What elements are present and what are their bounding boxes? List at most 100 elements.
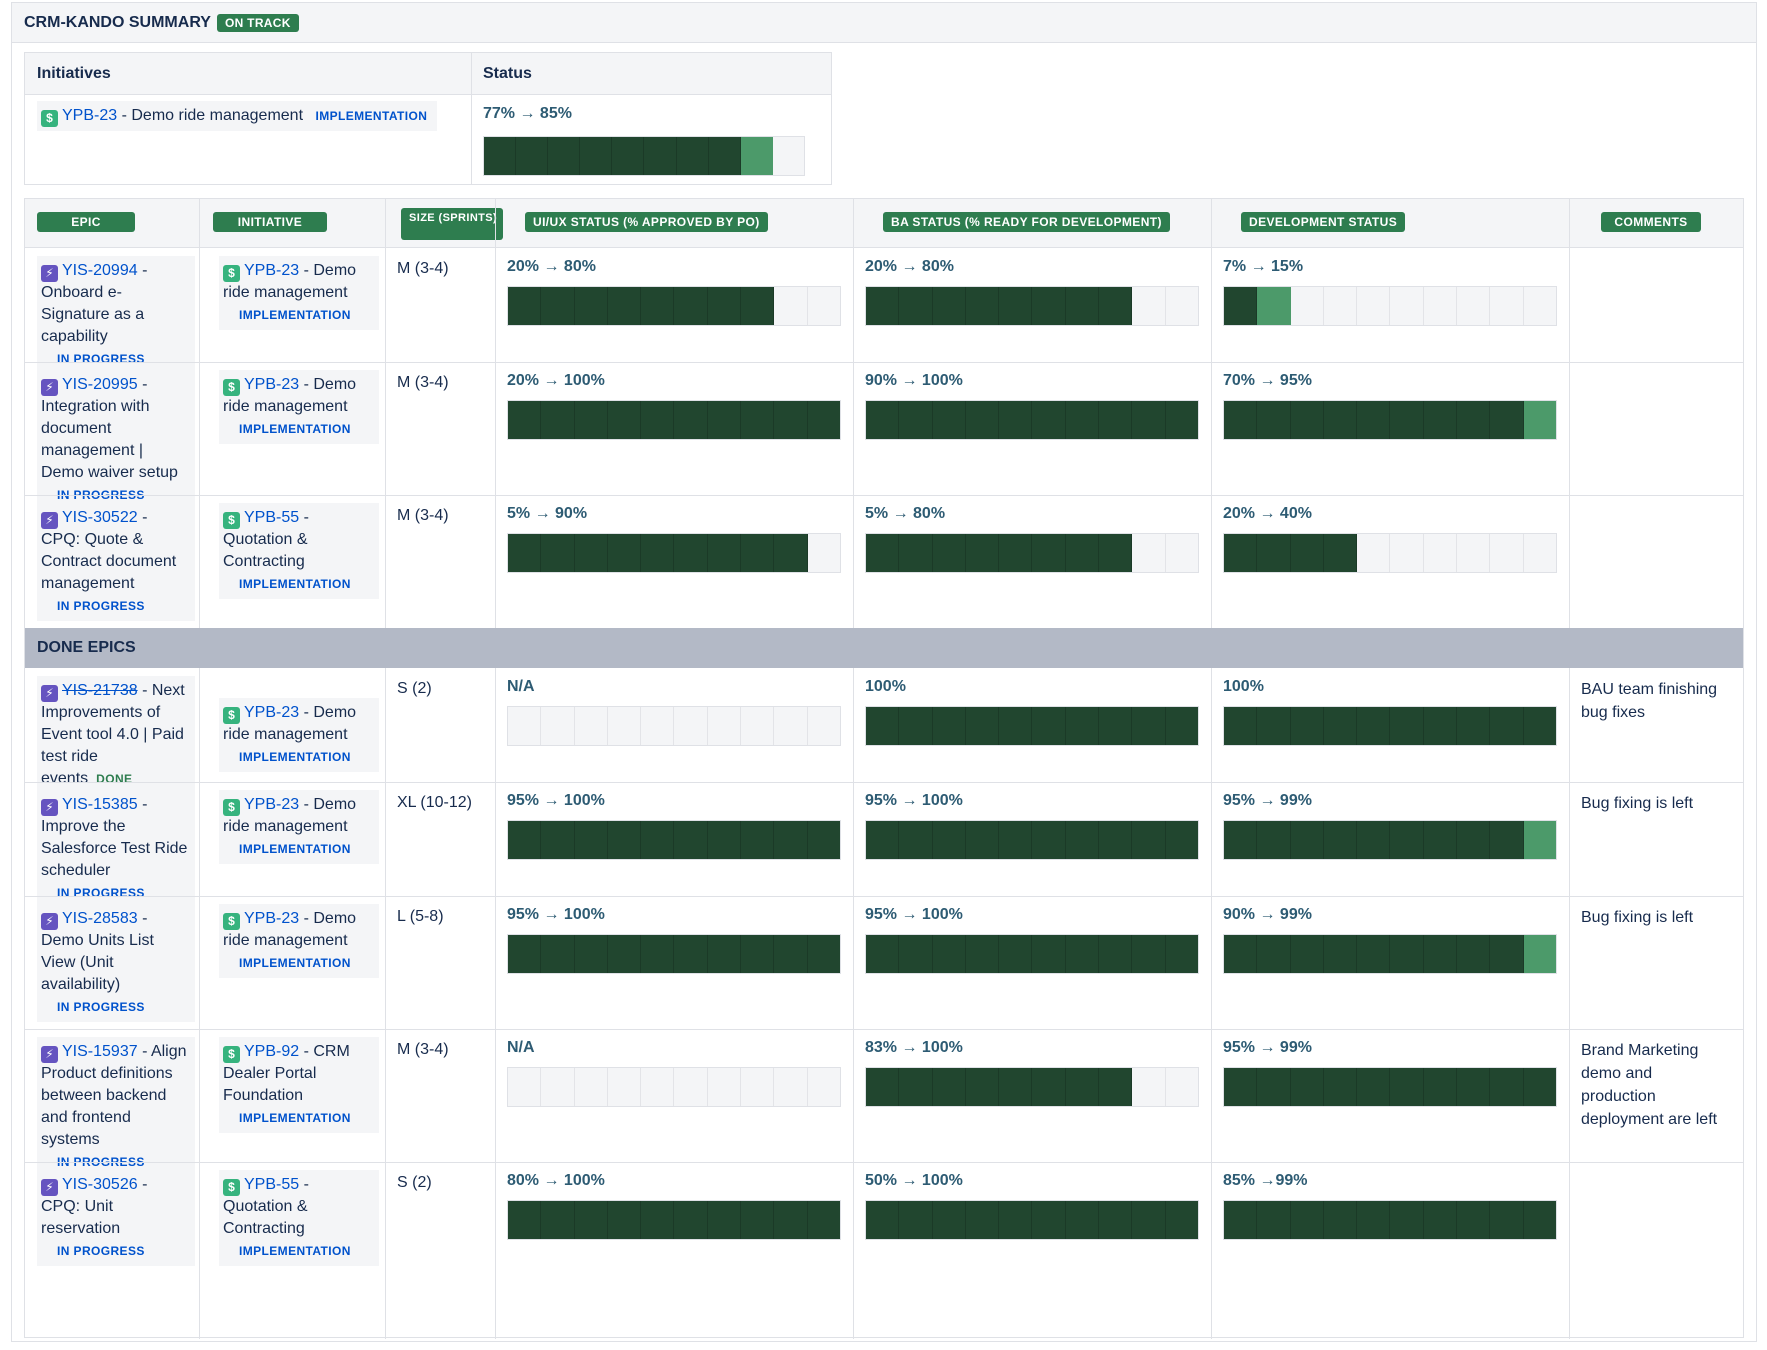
bar-segment: [574, 401, 608, 439]
bar-segment: [899, 821, 933, 859]
bar-segment: [1224, 534, 1258, 572]
bar-segment: [1099, 287, 1133, 325]
bar-segment: [1166, 287, 1198, 325]
bar-segment: [1132, 1201, 1166, 1239]
ba-progress-bar: [865, 934, 1199, 974]
bar-segment: [866, 287, 900, 325]
ba-progress-bar: [865, 1067, 1199, 1107]
bar-segment: [1390, 1201, 1424, 1239]
epic-chip[interactable]: ⚡ YIS-15385 - Improve the Salesforce Test…: [37, 790, 195, 908]
bar-segment: [740, 137, 773, 175]
bar-segment: [541, 1201, 575, 1239]
epic-chip[interactable]: ⚡ YIS-28583 - Demo Units List View (Unit …: [37, 904, 195, 1022]
summary-panel: CRM-KANDO SUMMARY ON TRACK Initiatives S…: [11, 2, 1757, 1342]
bar-segment: [708, 1068, 742, 1106]
epic-key-link[interactable]: YIS-20994: [62, 262, 138, 279]
bar-segment: [999, 401, 1033, 439]
epic-key-link[interactable]: YIS-21738: [62, 682, 138, 699]
bar-segment: [808, 1068, 840, 1106]
bar-segment: [774, 707, 808, 745]
bar-segment: [999, 287, 1033, 325]
initiative-key-link[interactable]: YPB-23: [244, 376, 300, 393]
bar-segment: [807, 401, 840, 439]
bar-segment: [1323, 935, 1358, 973]
initiative-key-link[interactable]: YPB-23: [62, 107, 118, 124]
bar-segment: [541, 534, 575, 572]
epic-chip[interactable]: ⚡ YIS-30526 - CPQ: Unit reservation IN PRO…: [37, 1170, 195, 1266]
dev-status-text: 95% → 99%: [1223, 1039, 1312, 1056]
epics-table: EPIC INITIATIVE SIZE (SPRINTS) UI/UX STA…: [24, 198, 1744, 1339]
initiative-key-link[interactable]: YPB-55: [244, 1176, 300, 1193]
comment-text: BAU team finishing bug fixes: [1581, 681, 1718, 721]
bar-segment: [808, 707, 840, 745]
initiative-name: - Demo ride management: [223, 376, 357, 415]
initiative-chip[interactable]: $ YPB-23 - Demo ride management IMPLEMENTA…: [219, 790, 379, 864]
bar-segment: [707, 821, 742, 859]
bar-segment: [774, 1068, 808, 1106]
epic-chip[interactable]: ⚡ YIS-15937 - Align Product definitions b…: [37, 1037, 195, 1177]
epic-chip[interactable]: ⚡ YIS-20994 - Onboard e-Signature as a ca…: [37, 256, 195, 374]
initiative-key-link[interactable]: YPB-23: [244, 262, 300, 279]
initiative-key-link[interactable]: YPB-55: [244, 509, 300, 526]
initiative-chip[interactable]: $ YPB-23 - Demo ride management IMPLEMENTA…: [219, 698, 379, 772]
initiative-chip[interactable]: $ YPB-55 - Quotation & Contracting IMPLEME…: [219, 503, 379, 599]
initiative-key-link[interactable]: YPB-23: [244, 704, 300, 721]
epic-name: - Onboard e-Signature as a capability: [41, 262, 148, 345]
bar-segment: [741, 534, 775, 572]
bar-segment: [1457, 401, 1491, 439]
initiative-key-link[interactable]: YPB-92: [244, 1043, 300, 1060]
bar-segment: [574, 287, 608, 325]
epic-name: - Improve the Salesforce Test Ride sched…: [41, 796, 188, 879]
epic-key-link[interactable]: YIS-15937: [62, 1043, 138, 1060]
initiative-key-link[interactable]: YPB-23: [244, 910, 300, 927]
bar-segment: [644, 137, 677, 175]
bar-segment: [1390, 534, 1424, 572]
bar-segment: [541, 287, 575, 325]
epic-key-link[interactable]: YIS-20995: [62, 376, 138, 393]
bar-segment: [807, 935, 840, 973]
epic-key-link[interactable]: YIS-15385: [62, 796, 138, 813]
initiative-chip[interactable]: $ YPB-23 - Demo ride management IMPLEMENTA…: [219, 904, 379, 978]
epic-status-lozenge: IN PROGRESS: [57, 1244, 145, 1258]
bar-segment: [607, 401, 642, 439]
bar-segment: [508, 707, 542, 745]
bar-segment: [641, 287, 675, 325]
uiux-status-text: N/A: [507, 1039, 535, 1056]
bar-segment: [674, 401, 708, 439]
epic-key-link[interactable]: YIS-30526: [62, 1176, 138, 1193]
initiative-status-lozenge: IMPLEMENTATION: [239, 422, 351, 436]
dollar-icon: $: [223, 707, 240, 724]
bar-segment: [1165, 821, 1198, 859]
initiative-chip[interactable]: $ YPB-92 - CRM Dealer Portal Foundation IM…: [219, 1037, 379, 1133]
epic-chip[interactable]: ⚡ YIS-20995 - Integration with document m…: [37, 370, 195, 510]
initiative-chip[interactable]: $ YPB-23 - Demo ride management IMPLEMENTA…: [219, 256, 379, 330]
bar-segment: [508, 1068, 542, 1106]
bar-segment: [1099, 1068, 1133, 1106]
done-epics-label: DONE EPICS: [37, 639, 136, 656]
bar-segment: [548, 137, 581, 175]
epic-key-link[interactable]: YIS-30522: [62, 509, 138, 526]
epic-chip[interactable]: ⚡ YIS-30522 - CPQ: Quote & Contract docum…: [37, 503, 195, 621]
initiative-name: - Quotation & Contracting: [223, 1176, 309, 1237]
initiative-key-link[interactable]: YPB-23: [244, 796, 300, 813]
initiative-chip[interactable]: $ YPB-23 - Demo ride management IMPLEMENTA…: [219, 370, 379, 444]
bar-segment: [866, 534, 900, 572]
bar-segment: [741, 707, 775, 745]
bar-segment: [1099, 707, 1133, 745]
initiatives-table: Initiatives Status $ YPB-23 - Demo ride m…: [24, 52, 832, 185]
size-value: M (3-4): [397, 507, 449, 524]
bar-segment: [574, 821, 608, 859]
bar-segment: [774, 534, 808, 572]
bar-segment: [674, 935, 708, 973]
bar-segment: [1291, 287, 1324, 325]
initiative-chip[interactable]: $ YPB-23 - Demo ride management IMPLEMENT…: [37, 101, 438, 131]
bar-segment: [866, 1068, 900, 1106]
bar-segment: [1424, 287, 1458, 325]
initiative-chip[interactable]: $ YPB-55 - Quotation & Contracting IMPLEME…: [219, 1170, 379, 1266]
epic-chip[interactable]: ⚡ YIS-21738 - Next Improvements of Event …: [37, 676, 195, 794]
bar-segment: [999, 534, 1033, 572]
bar-segment: [741, 1068, 775, 1106]
epics-table-header: EPIC INITIATIVE SIZE (SPRINTS) UI/UX STA…: [25, 199, 1743, 248]
epic-key-link[interactable]: YIS-28583: [62, 910, 138, 927]
bar-segment: [774, 935, 808, 973]
